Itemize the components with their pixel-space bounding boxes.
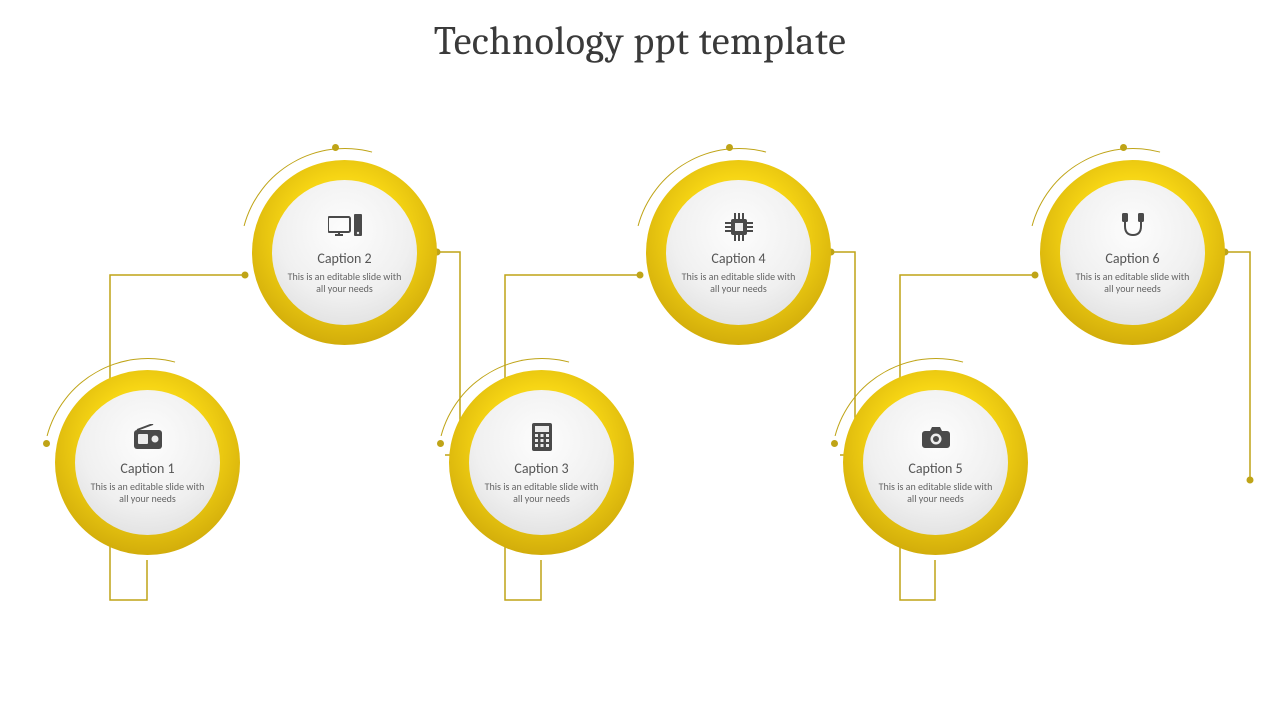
diagram-canvas: Caption 1 This is an editable slide with… xyxy=(0,0,1280,720)
calculator-icon xyxy=(532,420,552,454)
caption-5: Caption 5 xyxy=(908,460,962,477)
medallion-1: Caption 1 This is an editable slide with… xyxy=(55,370,240,555)
medallion-5: Caption 5 This is an editable slide with… xyxy=(843,370,1028,555)
caption-4: Caption 4 xyxy=(711,250,765,267)
caption-6: Caption 6 xyxy=(1105,250,1159,267)
connector-6-tail xyxy=(0,0,1280,720)
connector-4-5 xyxy=(0,0,1280,720)
computer-icon xyxy=(328,210,362,244)
medallion-4: Caption 4 This is an editable slide with… xyxy=(646,160,831,345)
desc-4: This is an editable slide with all your … xyxy=(679,271,799,296)
desc-2: This is an editable slide with all your … xyxy=(285,271,405,296)
radio-icon xyxy=(133,420,163,454)
connector-1-2 xyxy=(0,0,1280,720)
caption-2: Caption 2 xyxy=(317,250,371,267)
desc-5: This is an editable slide with all your … xyxy=(876,481,996,506)
connector-3-4 xyxy=(0,0,1280,720)
chip-icon xyxy=(725,210,753,244)
camera-icon xyxy=(921,420,951,454)
cable-icon xyxy=(1118,210,1148,244)
medallion-3: Caption 3 This is an editable slide with… xyxy=(449,370,634,555)
desc-3: This is an editable slide with all your … xyxy=(482,481,602,506)
caption-1: Caption 1 xyxy=(120,460,174,477)
connector-2-3 xyxy=(0,0,1280,720)
connector-5-6 xyxy=(0,0,1280,720)
medallion-6: Caption 6 This is an editable slide with… xyxy=(1040,160,1225,345)
caption-3: Caption 3 xyxy=(514,460,568,477)
desc-1: This is an editable slide with all your … xyxy=(88,481,208,506)
desc-6: This is an editable slide with all your … xyxy=(1073,271,1193,296)
medallion-2: Caption 2 This is an editable slide with… xyxy=(252,160,437,345)
